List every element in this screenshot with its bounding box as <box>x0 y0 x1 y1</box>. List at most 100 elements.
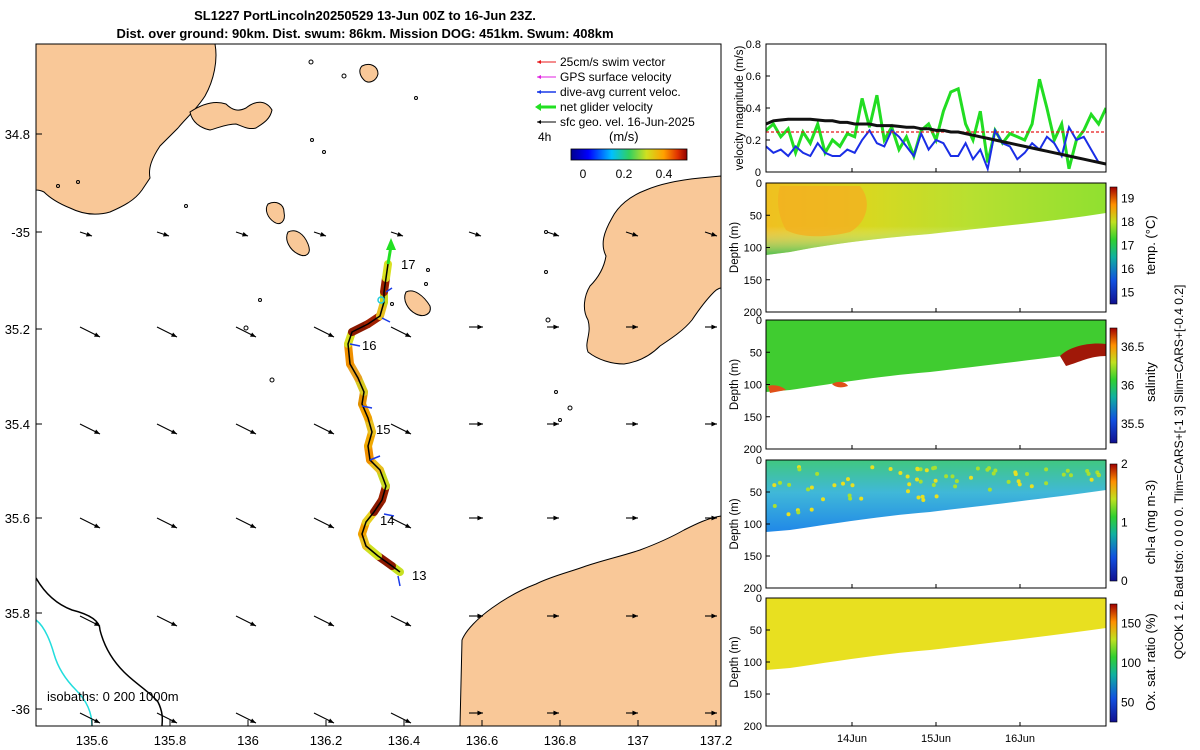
section-ytick-label: 200 <box>744 721 762 733</box>
geo-arrow-head <box>711 232 717 237</box>
dac-arrow <box>385 287 393 293</box>
colorbar-interval: 4h <box>538 130 551 144</box>
geo-arrow-head <box>405 332 411 337</box>
geo-arrow-head <box>632 421 638 427</box>
geo-arrow-head <box>632 515 638 521</box>
ts-line-dive-avg-current-veloc- <box>766 124 1106 172</box>
section-ytick-label: 150 <box>744 551 762 563</box>
chl-dot <box>1013 472 1018 477</box>
geo-arrow-head <box>94 718 100 723</box>
glider-track <box>344 238 404 587</box>
ox-field <box>766 598 1106 670</box>
colorbar-tick-1: 0.2 <box>616 167 633 181</box>
chl-dot <box>920 494 925 499</box>
geo-arrow-head <box>711 515 717 521</box>
chl-dot <box>859 496 864 501</box>
sal-colorbar-label: salinity <box>1143 362 1158 402</box>
legend-arrowhead-net <box>535 103 541 111</box>
geo-arrow-head <box>553 324 559 330</box>
map-axes: 135.6 135.8 136 136.2 136.4 136.6 136.8 137 137.… <box>5 127 733 748</box>
land-peninsula-arm <box>189 101 273 131</box>
map-xtick-label: 136.2 <box>310 733 343 748</box>
geo-arrow-head <box>475 232 481 237</box>
chl-dot <box>850 483 855 488</box>
section-ylabel: Depth (m) <box>729 359 741 410</box>
chl-dot <box>918 479 923 484</box>
chl-dot <box>915 466 920 471</box>
geo-arrow-head <box>405 523 411 528</box>
geo-arrow-head <box>171 523 177 528</box>
chl-dot <box>1044 467 1049 472</box>
chl-dot <box>907 482 912 487</box>
land-yorke-peninsula <box>583 175 721 365</box>
chl-dot <box>1029 484 1034 489</box>
ts-series <box>766 78 1106 172</box>
colorbar-tick-2: 0.4 <box>656 167 673 181</box>
chl-dot <box>905 474 910 479</box>
chl-dot <box>841 481 845 486</box>
geo-arrow-head <box>632 710 638 716</box>
section-xtick-label: 16Jun <box>1005 733 1035 745</box>
section-ytick-label: 100 <box>744 380 762 392</box>
isobath-1000m <box>36 619 93 726</box>
chl-dot <box>888 467 893 471</box>
geo-arrow-head <box>242 232 248 237</box>
section-ytick-label: 50 <box>750 487 762 499</box>
chl-section <box>765 459 1107 589</box>
chl-dot <box>797 467 802 472</box>
map-legend: 25cm/s swim vector GPS surface velocity … <box>535 55 695 181</box>
colorbar-tick-label: 18 <box>1121 215 1135 229</box>
map-ytick-label: 35.6 <box>5 511 30 526</box>
geo-arrow-head <box>632 232 638 237</box>
colorbar-tick-label: 100 <box>1121 656 1141 670</box>
chl-dot <box>954 479 959 484</box>
geo-arrow-head <box>405 621 411 626</box>
sal-high-patch <box>1060 343 1106 366</box>
geo-arrow-head <box>328 523 334 528</box>
day-label-16: 16 <box>362 338 376 353</box>
colorbar-tick-0: 0 <box>580 167 587 181</box>
section-ytick-label: 200 <box>744 444 762 456</box>
section-xtick-label: 15Jun <box>921 733 951 745</box>
chl-dot <box>796 510 801 515</box>
section-ytick-label: 200 <box>744 583 762 595</box>
geo-arrow-head <box>250 429 256 434</box>
section-ytick-label: 100 <box>744 243 762 255</box>
geo-arrow-head <box>171 332 177 337</box>
section-ylabel: Depth (m) <box>729 636 741 687</box>
section-xtick-label: 14Jun <box>837 733 867 745</box>
sal-field <box>766 320 1106 392</box>
chl-dot <box>1006 479 1011 484</box>
chl-dot <box>870 465 875 470</box>
isobaths-label: isobaths: 0 200 1000m <box>47 689 179 704</box>
ts-ytick-label: 0.4 <box>746 103 761 115</box>
map-ytick-label: 35.4 <box>5 417 30 432</box>
geo-arrow-head <box>553 421 559 427</box>
geo-arrow-head <box>250 332 256 337</box>
chl-dot <box>1044 481 1049 486</box>
chl-dot <box>987 487 992 492</box>
chl-dot <box>969 475 973 480</box>
geo-arrow-head <box>328 332 334 337</box>
temp-colorbar <box>1109 186 1118 305</box>
chl-dot <box>953 484 958 489</box>
geo-arrow-head <box>94 332 100 337</box>
geo-arrow-head <box>250 621 256 626</box>
ts-line-sfc-geo-vel- <box>766 117 1106 166</box>
velocity-timeseries-panel: 0 0.2 0.4 0.6 0.8 velocity magnitude (m/s) <box>734 39 1107 179</box>
geo-arrow-head <box>477 710 483 716</box>
day-label-15: 15 <box>376 422 390 437</box>
chl-dot <box>847 493 852 498</box>
ts-ytick-label: 0.6 <box>746 71 761 83</box>
chl-dot <box>846 477 850 482</box>
map-frame <box>35 43 722 727</box>
colorbar-tick-label: 2 <box>1121 457 1128 471</box>
section-ylabel: Depth (m) <box>729 222 741 273</box>
dac-arrow <box>369 455 381 461</box>
chl-dot <box>1086 471 1091 476</box>
map-xtick-label: 137.2 <box>700 733 733 748</box>
land-island-3 <box>359 63 379 83</box>
chl-dot <box>1096 473 1101 478</box>
chl-dot <box>921 498 926 502</box>
